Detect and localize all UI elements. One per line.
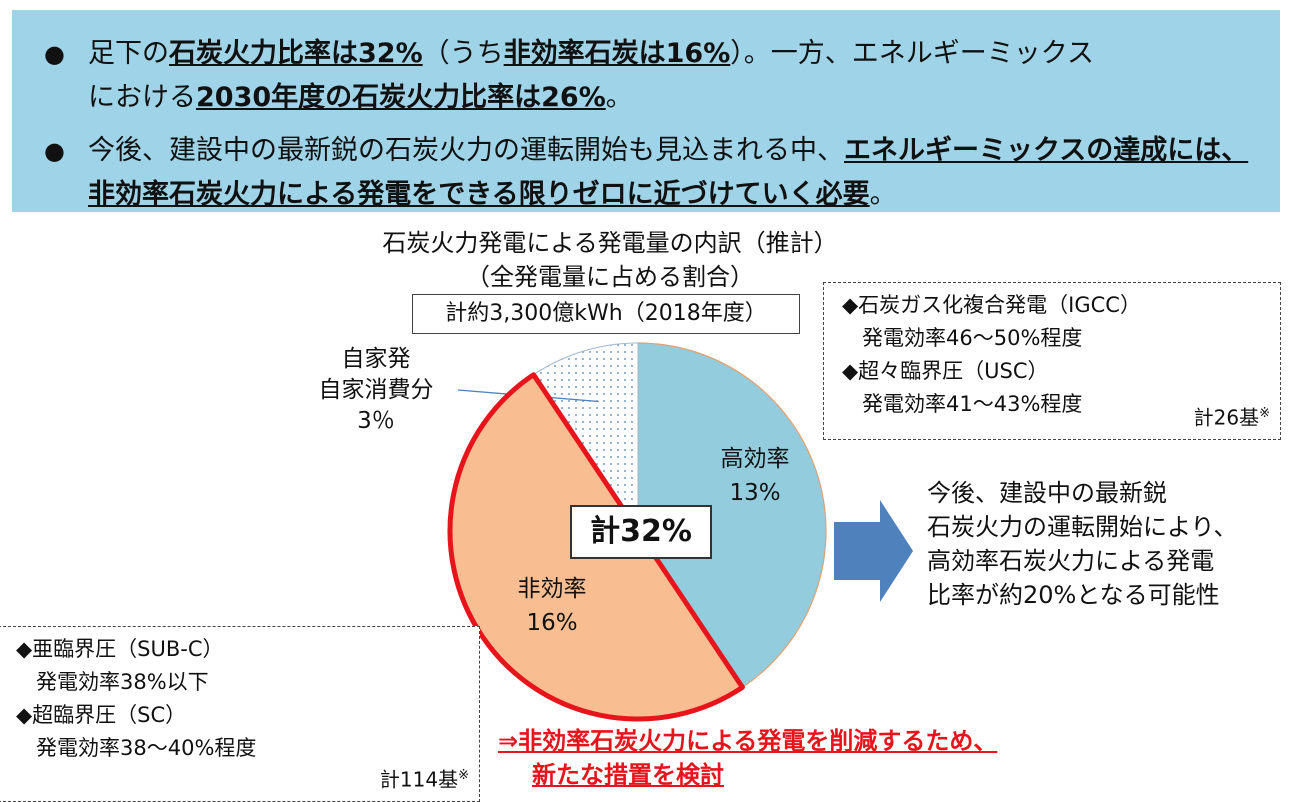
plant-type: ◆石炭ガス化複合発電（IGCC） — [842, 293, 1141, 317]
right-arrow-icon — [834, 500, 913, 602]
emphasis: エネルギーミックスの達成には、非効率石炭火力による発電をできる限りゼロに近づけて… — [88, 135, 1249, 210]
slice-value: 3％ — [357, 408, 395, 434]
chart-title: 石炭火力発電による発電量の内訳（推計） （全発電量に占める割合） — [330, 226, 890, 294]
outlook-text: 今後、建設中の最新鋭 石炭火力の運転開始により、 高効率石炭火力による発電 比率… — [927, 476, 1287, 612]
policy-note-line: ⇒非効率石炭火力による発電を削減するため、 — [498, 727, 998, 755]
plant-efficiency: 発電効率38～40%程度 — [36, 736, 257, 760]
summary-banner: ● 足下の石炭火力比率は32%（うち非効率石炭は16%）。一方、エネルギーミック… — [12, 10, 1280, 212]
text: 。 — [869, 179, 897, 210]
chart-subtitle: （全発電量に占める割合） — [466, 263, 754, 291]
center-total-label: 計32% — [570, 505, 712, 559]
footnote-mark: ※ — [1259, 406, 1270, 422]
total-generation-box: 計約3,300億kWh（2018年度） — [412, 294, 800, 334]
text: ）。一方、エネルギーミックス — [730, 38, 1094, 69]
count-text: 計114基 — [379, 768, 459, 792]
slice-value: 13% — [729, 480, 781, 506]
policy-note-line: 新たな措置を検討 — [532, 761, 724, 789]
slice-label-low: 非効率 16% — [492, 572, 612, 640]
slice-name: 高効率 — [720, 446, 790, 472]
plant-efficiency: 発電効率38%以下 — [36, 670, 209, 694]
text: 今後、建設中の最新鋭の石炭火力の運転開始も見込まれる中、 — [88, 135, 844, 166]
text: 足下の — [88, 38, 169, 69]
slice-label-self: 自家発 自家消費分 3％ — [296, 344, 456, 437]
plant-type: ◆亜臨界圧（SUB-C） — [16, 637, 224, 661]
footnote-mark: ※ — [458, 768, 469, 784]
plant-type: ◆超々臨界圧（USC） — [842, 359, 1049, 383]
outlook-line: 石炭火力の運転開始により、 — [927, 513, 1238, 541]
slice-label-high: 高効率 13% — [700, 442, 810, 510]
slice-name: 自家発 — [341, 346, 411, 372]
summary-bullet-2: ● 今後、建設中の最新鋭の石炭火力の運転開始も見込まれる中、エネルギーミックスの… — [42, 129, 1250, 217]
emphasis: 2030年度の石炭火力比率は26% — [196, 82, 606, 113]
plant-efficiency: 発電効率41～43%程度 — [862, 392, 1083, 416]
text: における — [88, 82, 196, 113]
slice-name: 自家消費分 — [318, 377, 434, 403]
chart-title-line: 石炭火力発電による発電量の内訳（推計） — [382, 229, 838, 257]
slice-name: 非効率 — [517, 576, 587, 602]
plant-efficiency: 発電効率46～50%程度 — [862, 326, 1083, 350]
text: （うち — [422, 38, 504, 69]
policy-note: ⇒非効率石炭火力による発電を削減するため、 新たな措置を検討 — [498, 724, 1098, 792]
outlook-line: 今後、建設中の最新鋭 — [927, 479, 1167, 507]
outlook-line: 比率が約20%となる可能性 — [927, 581, 1220, 609]
low-efficiency-box: ◆亜臨界圧（SUB-C） 発電効率38%以下 ◆超臨界圧（SC） 発電効率38～… — [0, 626, 480, 802]
emphasis: 非効率石炭は16% — [503, 38, 731, 69]
count-text: 計26基 — [1193, 406, 1260, 430]
plant-count: 計114基※ — [380, 759, 469, 797]
high-efficiency-box: ◆石炭ガス化複合発電（IGCC） 発電効率46～50%程度 ◆超々臨界圧（USC… — [823, 282, 1281, 440]
outlook-line: 高効率石炭火力による発電 — [927, 547, 1215, 575]
emphasis: 石炭火力比率は32% — [169, 38, 423, 69]
bullet-dot-icon: ● — [44, 137, 65, 165]
plant-count: 計26基※ — [1194, 397, 1270, 435]
plant-type: ◆超臨界圧（SC） — [16, 703, 187, 727]
bullet-dot-icon: ● — [44, 40, 65, 68]
pie-slice-self-consumption — [532, 342, 639, 533]
slice-value: 16% — [526, 610, 578, 636]
text: 。 — [605, 82, 633, 113]
summary-bullet-1: ● 足下の石炭火力比率は32%（うち非効率石炭は16%）。一方、エネルギーミック… — [42, 32, 1250, 120]
